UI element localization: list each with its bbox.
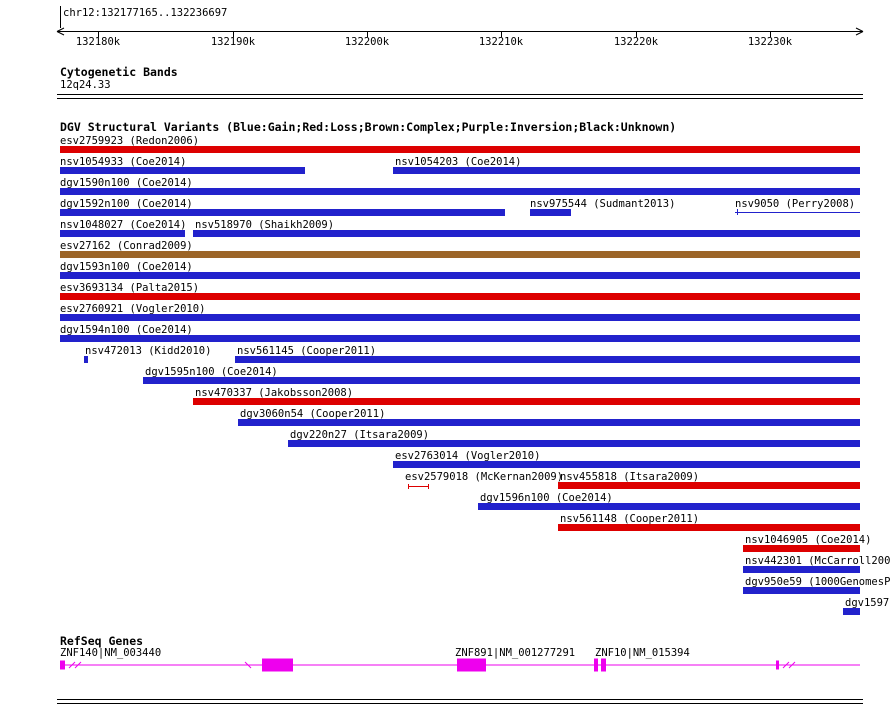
gene-exon[interactable] xyxy=(776,660,779,670)
variant-label: esv3693134 (Palta2015) xyxy=(60,282,200,294)
variant-bar[interactable] xyxy=(84,356,88,363)
variant-bar[interactable] xyxy=(60,272,860,279)
variant-label: esv2759923 (Redon2006) xyxy=(60,135,200,147)
variant-range-endtick xyxy=(428,484,429,489)
gene-exon[interactable] xyxy=(594,658,598,672)
variant-label: dgv1593n100 (Coe2014) xyxy=(60,261,193,273)
variant-label: nsv472013 (Kidd2010) xyxy=(85,345,212,357)
gene-exon[interactable] xyxy=(601,658,606,672)
ruler-tick-label: 132210k xyxy=(478,36,524,48)
ruler-right-arrow-icon xyxy=(855,31,864,36)
variant-bar[interactable] xyxy=(558,482,860,489)
variant-bar[interactable] xyxy=(743,566,860,573)
variant-label: dgv950e59 (1000GenomesPhase3) xyxy=(745,576,890,588)
variant-label: dgv1596n100 (Coe2014) xyxy=(480,492,613,504)
variant-label: nsv1048027 (Coe2014) xyxy=(60,219,187,231)
variant-range-endtick xyxy=(408,484,409,489)
variant-bar[interactable] xyxy=(478,503,860,510)
variant-label: esv2760921 (Vogler2010) xyxy=(60,303,206,315)
section-title-dgv-structural-variants: DGV Structural Variants (Blue:Gain;Red:L… xyxy=(60,120,677,134)
section-divider xyxy=(57,703,863,704)
gene-label: ZNF10|NM_015394 xyxy=(595,647,690,659)
variant-bar[interactable] xyxy=(238,419,860,426)
variant-label: nsv455818 (Itsara2009) xyxy=(560,471,700,483)
ruler-left-arrow-icon xyxy=(56,27,65,32)
variant-span-line[interactable] xyxy=(735,212,860,213)
variant-label: dgv1592n100 (Coe2014) xyxy=(60,198,193,210)
variant-bar[interactable] xyxy=(393,167,860,174)
variant-label: nsv1054933 (Coe2014) xyxy=(60,156,187,168)
intron-chevron-icon xyxy=(244,661,252,669)
variant-bar[interactable] xyxy=(60,167,305,174)
section-title-cytogenetic-bands: Cytogenetic Bands xyxy=(60,65,178,79)
variant-bar[interactable] xyxy=(288,440,860,447)
ruler xyxy=(56,6,864,37)
variant-span-endtick xyxy=(737,209,738,215)
variant-range-line[interactable] xyxy=(408,486,429,487)
section-divider xyxy=(57,699,863,700)
cytoband-name: 12q24.33 xyxy=(60,79,111,91)
variant-bar[interactable] xyxy=(235,356,860,363)
gene-exon[interactable] xyxy=(457,658,486,672)
variant-label: dgv3060n54 (Cooper2011) xyxy=(240,408,386,420)
variant-bar[interactable] xyxy=(60,335,860,342)
variant-bar[interactable] xyxy=(60,209,505,216)
variant-label: nsv1054203 (Coe2014) xyxy=(395,156,522,168)
variant-bar[interactable] xyxy=(193,230,860,237)
variant-label: esv27162 (Conrad2009) xyxy=(60,240,193,252)
variant-bar[interactable] xyxy=(60,230,185,237)
variant-label: dgv1595n100 (Coe2014) xyxy=(145,366,278,378)
variant-bar[interactable] xyxy=(60,146,860,153)
ruler-tick-label: 132220k xyxy=(613,36,659,48)
variant-label: dgv1597n100 (Coe2014) xyxy=(845,597,890,609)
intron-chevron-icon xyxy=(782,661,790,669)
ruler-tick-label: 132180k xyxy=(75,36,121,48)
intron-chevron-icon xyxy=(788,661,796,669)
variant-bar[interactable] xyxy=(530,209,571,216)
variant-bar[interactable] xyxy=(393,461,860,468)
intron-chevron-icon xyxy=(68,661,76,669)
variant-bar[interactable] xyxy=(743,545,860,552)
variant-label: nsv470337 (Jakobsson2008) xyxy=(195,387,354,399)
gene-label: ZNF891|NM_001277291 xyxy=(455,647,576,659)
variant-bar[interactable] xyxy=(60,314,860,321)
variant-bar[interactable] xyxy=(60,251,860,258)
variant-bar[interactable] xyxy=(60,188,860,195)
variant-label: nsv9050 (Perry2008) xyxy=(735,198,856,210)
variant-label: esv2763014 (Vogler2010) xyxy=(395,450,541,462)
variant-bar[interactable] xyxy=(193,398,860,405)
variant-label: nsv1046905 (Coe2014) xyxy=(745,534,872,546)
region-coordinates: chr12:132177165..132236697 xyxy=(63,7,228,19)
variant-bar[interactable] xyxy=(60,293,860,300)
section-divider xyxy=(57,94,863,95)
ruler-tick-label: 132200k xyxy=(344,36,390,48)
variant-label: nsv561145 (Cooper2011) xyxy=(237,345,377,357)
gene-exon[interactable] xyxy=(60,660,65,670)
variant-label: esv2579018 (McKernan2009) xyxy=(405,471,564,483)
variant-label: nsv561148 (Cooper2011) xyxy=(560,513,700,525)
variant-bar[interactable] xyxy=(743,587,860,594)
variant-bar[interactable] xyxy=(843,608,860,615)
section-divider xyxy=(57,98,863,99)
ruler-right-arrow-icon xyxy=(855,27,864,32)
intron-chevron-icon xyxy=(74,661,82,669)
ruler-left-arrow-icon xyxy=(56,31,65,36)
gene-exon[interactable] xyxy=(262,658,293,672)
variant-label: dgv220n27 (Itsara2009) xyxy=(290,429,430,441)
variant-label: dgv1590n100 (Coe2014) xyxy=(60,177,193,189)
variant-label: nsv442301 (McCarroll2008) xyxy=(745,555,890,567)
gene-label: ZNF140|NM_003440 xyxy=(60,647,162,659)
ruler-tick-label: 132190k xyxy=(210,36,256,48)
section-title-refseq-genes: RefSeq Genes xyxy=(60,634,144,648)
variant-label: nsv975544 (Sudmant2013) xyxy=(530,198,676,210)
refseq-gene-track xyxy=(60,658,860,672)
variant-bar[interactable] xyxy=(143,377,860,384)
variant-label: nsv518970 (Shaikh2009) xyxy=(195,219,335,231)
variant-label: dgv1594n100 (Coe2014) xyxy=(60,324,193,336)
ruler-tick-label: 132230k xyxy=(747,36,793,48)
variant-bar[interactable] xyxy=(558,524,860,531)
